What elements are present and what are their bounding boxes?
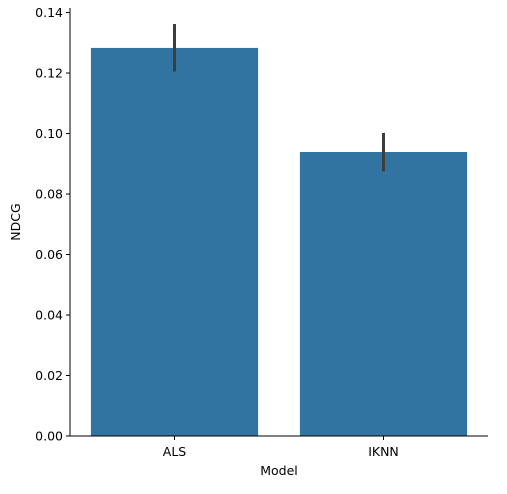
x-tick-label: ALS (163, 444, 187, 459)
y-tick-label: 0.06 (35, 247, 63, 262)
errorbars-layer (173, 24, 385, 172)
y-tick-label: 0.02 (35, 368, 63, 383)
bar-als (90, 47, 259, 436)
y-axis-title: NDCG (8, 203, 23, 240)
y-tick-label: 0.10 (35, 126, 63, 141)
x-tick-label: IKNN (368, 444, 399, 459)
y-tick-label: 0.04 (35, 308, 63, 323)
y-tick-label: 0.12 (35, 66, 63, 81)
x-axis-title: Model (260, 463, 298, 478)
y-ticks: 0.00 0.02 0.04 0.06 0.08 0.10 0.12 0.14 (35, 5, 70, 444)
axes-layer (69, 8, 488, 437)
y-tick-label: 0.14 (35, 5, 63, 20)
x-ticks: ALS IKNN (163, 436, 399, 459)
y-tick-label: 0.00 (35, 429, 63, 444)
y-tick-label: 0.08 (35, 187, 63, 202)
bars-layer (90, 47, 468, 436)
bar-iknn (299, 151, 468, 436)
